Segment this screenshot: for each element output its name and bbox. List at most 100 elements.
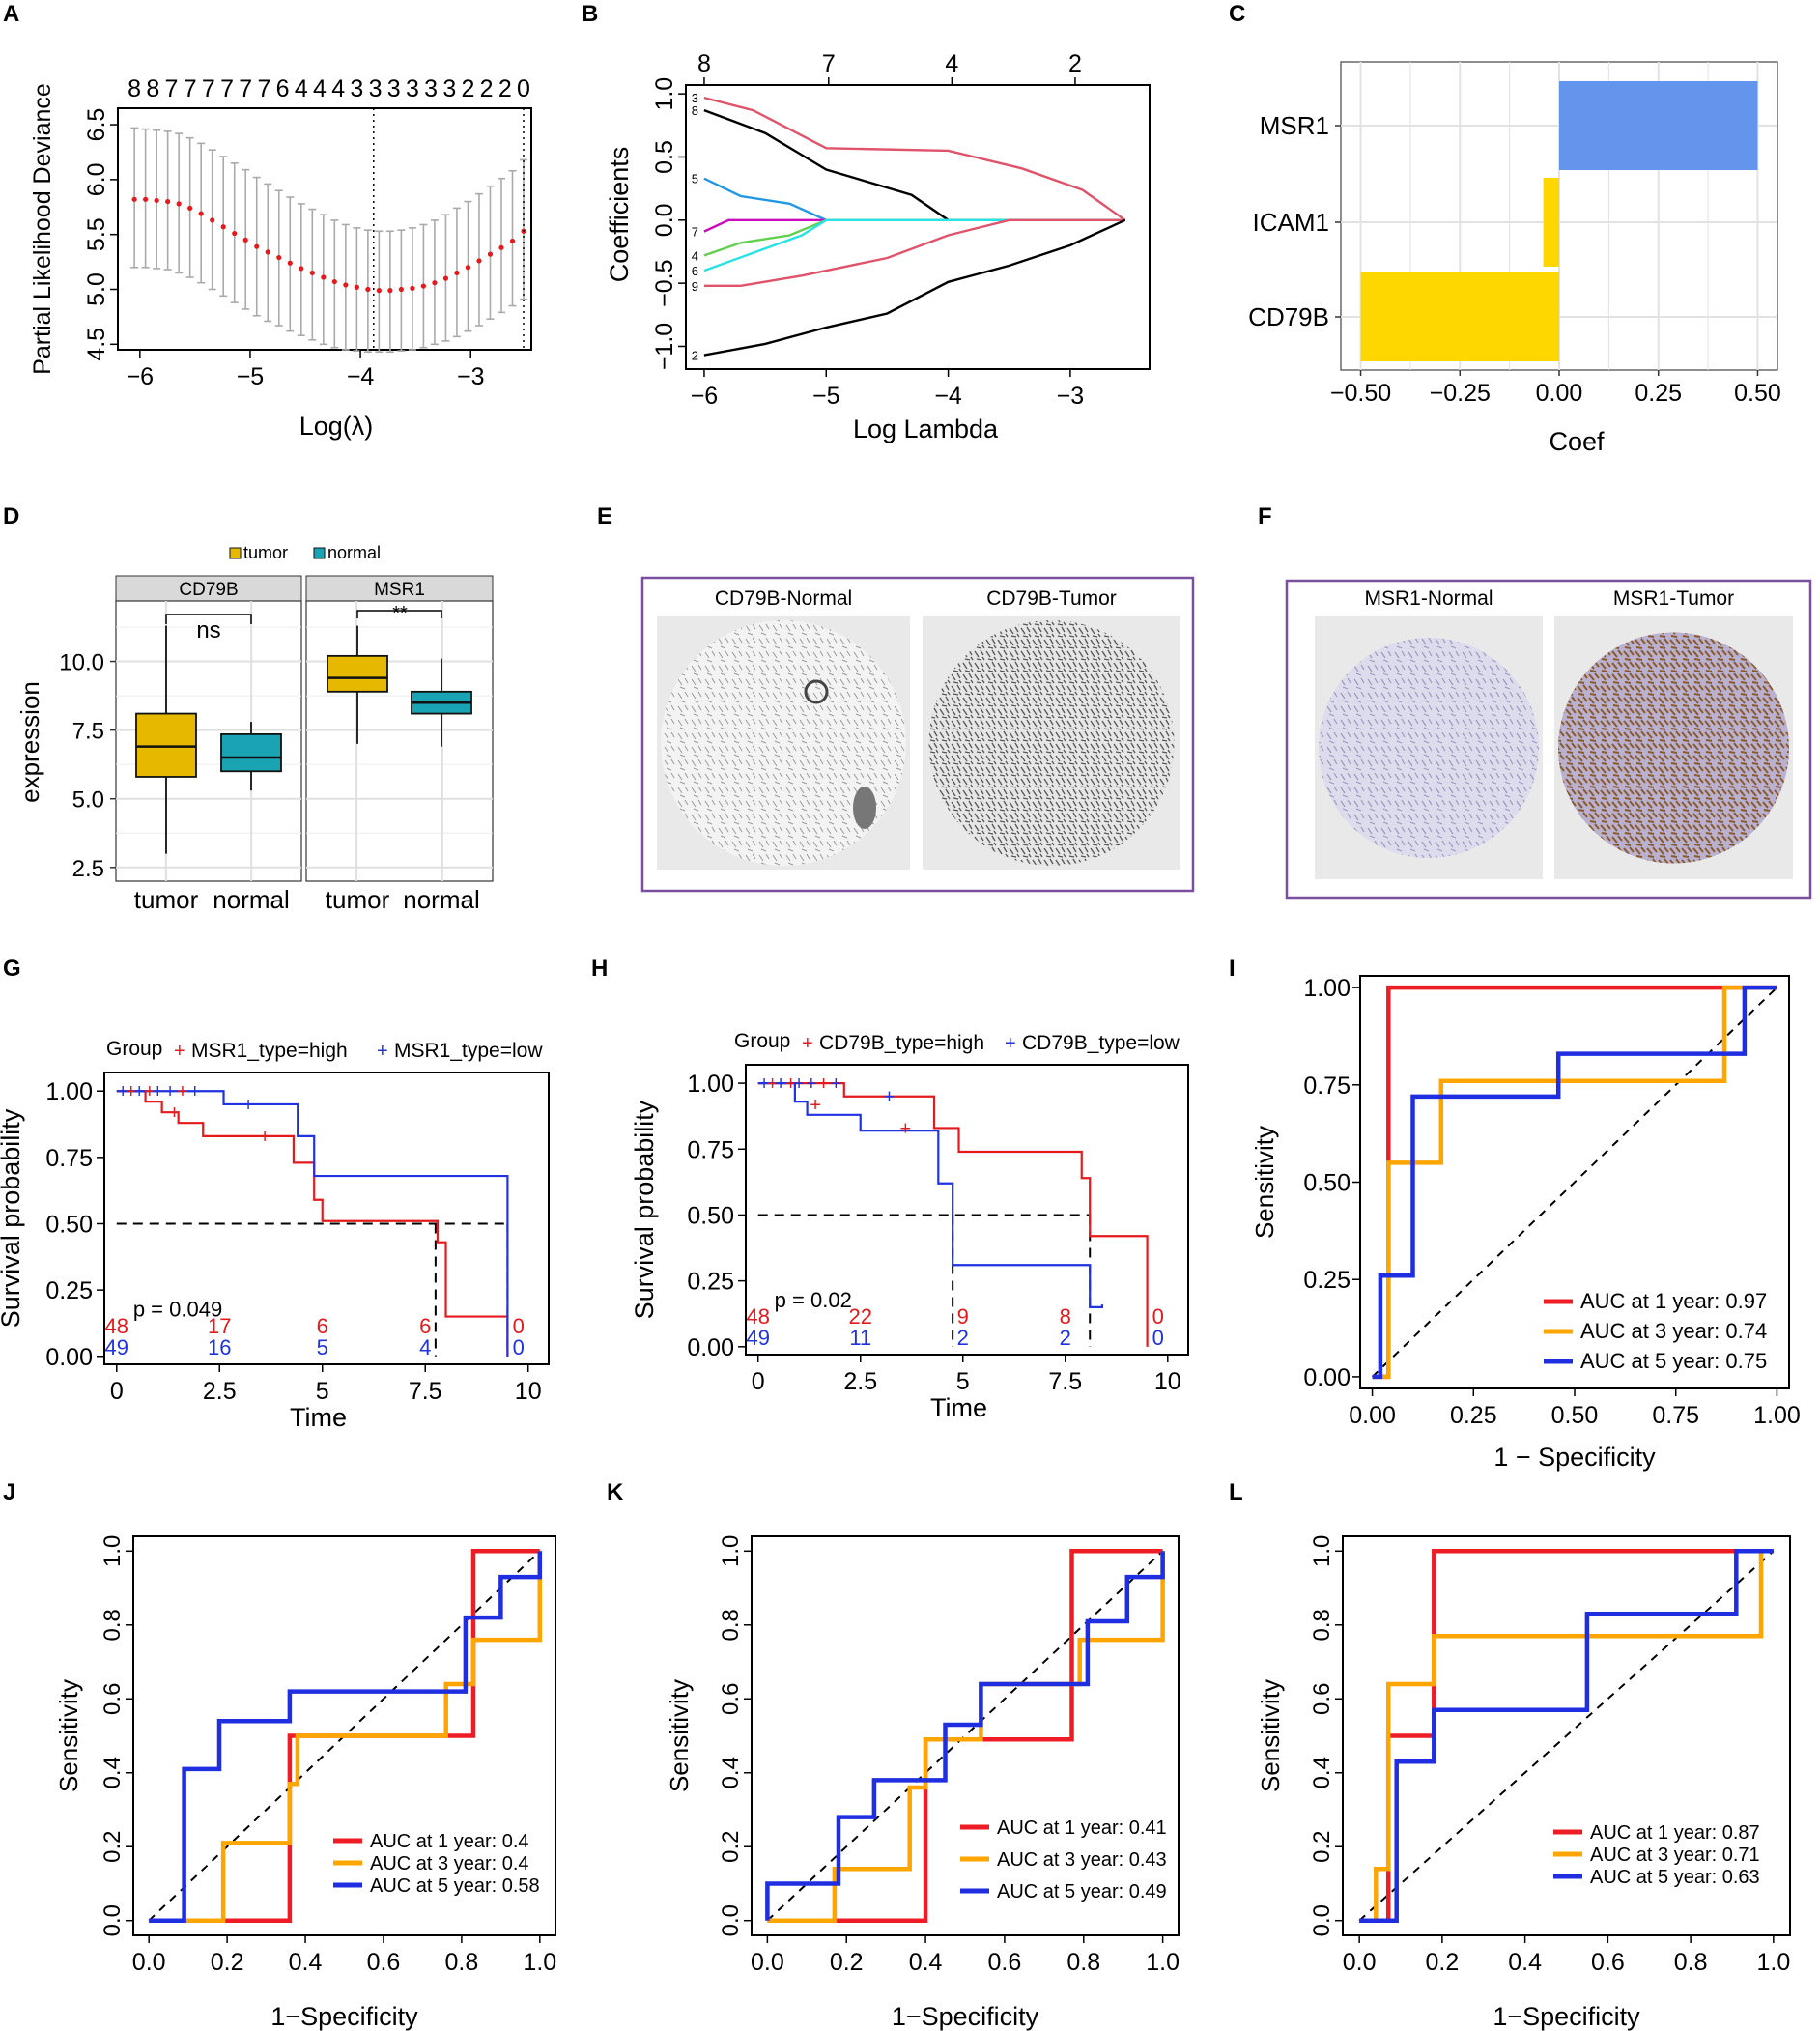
censor-mark: + xyxy=(775,1073,786,1095)
x-tick-label: −3 xyxy=(457,363,485,390)
y-tick-label: 0.6 xyxy=(1309,1683,1335,1715)
chart-I: 0.00 0.25 0.50 0.75 1.00 0.00 0.25 0.50 0.75 1.00… xyxy=(1250,975,1801,1472)
panel-label-F: F xyxy=(1258,503,1272,529)
chart-A: −6 −5 −4 −34.55.05.56.06.58 8 7 7 7 7 7 7 6 4 4 4 3 3 3 3 3… xyxy=(29,75,532,441)
censor-mark: + xyxy=(758,1073,770,1095)
top-count: 0 xyxy=(517,75,530,102)
censor-mark: + xyxy=(133,1081,145,1102)
coef-path xyxy=(703,218,1125,287)
x-tick-label: 0.6 xyxy=(988,1949,1022,1976)
risk-low: 2 xyxy=(957,1326,969,1350)
censor-mark: + xyxy=(767,1073,779,1095)
censor-mark: + xyxy=(810,1095,821,1116)
censor-mark: + xyxy=(169,1102,181,1124)
y-tick-label: 0.8 xyxy=(718,1609,744,1641)
sig-bracket xyxy=(165,614,252,624)
legend-key: + xyxy=(802,1033,813,1054)
x-tick-label: 0.00 xyxy=(1536,380,1583,407)
coef-path xyxy=(703,177,1125,221)
x-axis-title: 1 − Specificity xyxy=(1493,1443,1656,1472)
top-tick-label: 4 xyxy=(945,50,958,77)
x-axis-title: 1−Specificity xyxy=(1493,2002,1640,2031)
path-label: 7 xyxy=(692,225,698,240)
censor-mark: + xyxy=(153,1081,164,1102)
p-value: p = 0.049 xyxy=(133,1298,222,1322)
y-tick-label: 0.0 xyxy=(651,203,678,237)
y-tick-label: 0.25 xyxy=(45,1277,93,1304)
top-count: 7 xyxy=(257,75,270,102)
x-tick-label: 2.5 xyxy=(203,1378,237,1405)
risk-high: 22 xyxy=(848,1304,871,1329)
legend-label: AUC at 1 year: 0.41 xyxy=(997,1817,1167,1839)
y-tick-label: 0.75 xyxy=(45,1145,93,1172)
x-axis-title: Coef xyxy=(1549,427,1605,456)
top-count: 4 xyxy=(313,75,327,102)
top-tick-label: 7 xyxy=(822,50,836,77)
y-tick-label: 0.5 xyxy=(651,140,678,174)
roc-curve xyxy=(1372,985,1777,1380)
risk-high: 6 xyxy=(317,1314,328,1338)
x-tick-label: 0.6 xyxy=(367,1949,401,1976)
plot-frame xyxy=(685,84,1151,370)
censor-mark: + xyxy=(189,1081,201,1102)
sig-label: ** xyxy=(392,603,408,624)
path-label: 2 xyxy=(692,349,698,363)
legend-label: MSR1_type=high xyxy=(191,1040,348,1062)
x-tick-label: normal xyxy=(403,885,479,914)
legend-label: AUC at 3 year: 0.43 xyxy=(997,1849,1167,1871)
cv-point xyxy=(343,282,349,288)
cv-point xyxy=(398,286,404,293)
path-label: 9 xyxy=(692,279,698,294)
cv-point xyxy=(210,217,215,223)
cv-point xyxy=(287,260,293,266)
x-tick-label: −4 xyxy=(934,383,962,410)
y-tick-label: 7.5 xyxy=(72,719,104,745)
y-tick-label: 0.00 xyxy=(687,1334,734,1361)
y-tick-label: 2.5 xyxy=(72,856,104,882)
cv-point xyxy=(299,266,304,272)
cv-point xyxy=(276,254,282,261)
legend-label: CD79B_type=low xyxy=(1022,1032,1180,1054)
x-tick-label: −6 xyxy=(127,363,155,390)
x-tick-label: 0.6 xyxy=(1591,1949,1625,1976)
risk-high: 9 xyxy=(957,1304,969,1329)
gland xyxy=(853,787,876,829)
box-tumor xyxy=(135,712,197,778)
ihc-label: CD79B-Normal xyxy=(715,587,852,610)
p-value: p = 0.02 xyxy=(775,1288,852,1312)
top-count: 3 xyxy=(387,75,401,102)
x-axis-title: Log Lambda xyxy=(853,415,999,443)
coef-path xyxy=(703,218,1125,233)
x-tick-label: 0.2 xyxy=(211,1949,244,1976)
x-tick-label: 7.5 xyxy=(1048,1368,1082,1395)
risk-high: 17 xyxy=(208,1314,231,1338)
roc-curve xyxy=(765,1551,1165,1921)
y-tick-label: 0.50 xyxy=(45,1211,93,1238)
y-axis-title: Survival probability xyxy=(630,1100,659,1319)
y-tick-label: 5.5 xyxy=(83,217,110,251)
risk-high: 0 xyxy=(1152,1304,1164,1329)
panel-label-J: J xyxy=(3,1479,15,1505)
path-label: 5 xyxy=(692,172,698,186)
legend-label: AUC at 3 year: 0.71 xyxy=(1590,1845,1760,1866)
x-tick-label: normal xyxy=(213,885,289,914)
roc-curve xyxy=(1372,985,1777,1380)
cv-point xyxy=(143,196,149,202)
x-tick-label: 0.00 xyxy=(1349,1402,1396,1429)
top-count: 8 xyxy=(146,75,159,102)
sig-bracket xyxy=(356,610,442,618)
x-axis-title: Log(λ) xyxy=(299,412,374,441)
top-count: 7 xyxy=(239,75,252,102)
x-tick-label: tumor xyxy=(326,885,390,914)
risk-low: 11 xyxy=(849,1326,871,1350)
censor-mark: + xyxy=(242,1095,254,1116)
roc-curve xyxy=(1359,1549,1774,1923)
top-count: 3 xyxy=(406,75,419,102)
y-tick-label: 1.0 xyxy=(1309,1535,1335,1567)
x-tick-label: 1.0 xyxy=(523,1949,556,1976)
x-tick-label: tumor xyxy=(134,885,199,914)
sig-label: ns xyxy=(196,617,220,644)
y-tick-label: 0.00 xyxy=(1303,1364,1351,1391)
cv-point xyxy=(165,198,171,205)
